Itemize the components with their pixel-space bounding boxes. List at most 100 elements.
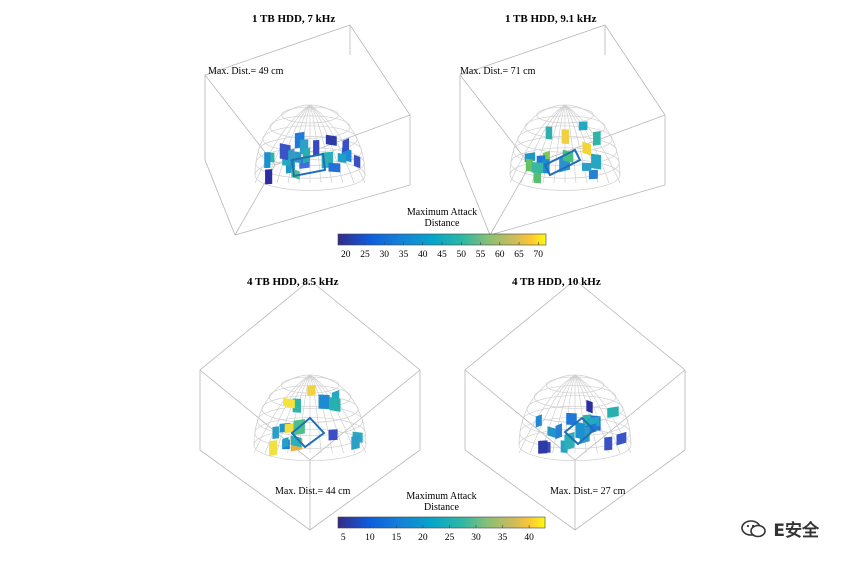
surface-patch — [294, 151, 302, 164]
wechat-icon — [741, 519, 767, 537]
colorbar-tick-label: 5 — [341, 533, 346, 543]
max-distance-annotation: Max. Dist.= 27 cm — [550, 486, 626, 497]
surface-patch — [264, 152, 271, 168]
device-outline — [543, 148, 582, 177]
longitude-line — [574, 374, 621, 454]
bounding-box-edge — [459, 74, 666, 166]
surface-patch — [290, 435, 302, 448]
surface-patch — [337, 152, 347, 164]
longitude-line — [552, 374, 576, 454]
max-distance-annotation: Max. Dist.= 49 cm — [208, 66, 284, 77]
surface-patch — [578, 121, 588, 131]
surface-patch — [581, 162, 592, 172]
surface-patch — [545, 126, 553, 140]
plot-title: 4 TB HDD, 10 kHz — [512, 276, 601, 288]
colorbar-tick-label: 55 — [476, 250, 486, 260]
colorbar-tick-label: 20 — [418, 533, 428, 543]
colorbar-tick-label: 35 — [399, 250, 409, 260]
longitude-line — [520, 104, 566, 184]
plot-title: 1 TB HDD, 7 kHz — [252, 13, 335, 25]
longitude-line — [254, 104, 311, 184]
colorbar-tick-label: 40 — [418, 250, 428, 260]
surface-patch — [329, 397, 341, 412]
surface-patch — [288, 148, 295, 161]
colorbar-tick-label: 65 — [514, 250, 524, 260]
watermark: E安全 — [741, 516, 819, 541]
device-outline — [563, 416, 596, 446]
device-outline — [290, 416, 326, 449]
max-distance-annotation: Max. Dist.= 71 cm — [460, 66, 536, 77]
surface-patch — [351, 434, 360, 451]
colorbar-tick-label: 40 — [524, 533, 534, 543]
surface-patch — [588, 169, 598, 180]
longitude-line — [509, 104, 566, 184]
surface-patch — [265, 169, 273, 185]
surface-patch — [283, 397, 295, 409]
plot-panel: 1 TB HDD, 9.1 kHz Max. Dist.= 71 cm — [459, 13, 666, 236]
plot-title: 1 TB HDD, 9.1 kHz — [505, 13, 597, 25]
colorbar-tick-label: 45 — [437, 250, 447, 260]
colorbar-tick-label: 20 — [341, 250, 351, 260]
longitude-line — [276, 104, 311, 184]
colorbar-tick-label: 60 — [495, 250, 505, 260]
surface-patch — [586, 399, 593, 414]
longitude-line — [298, 104, 311, 184]
colorbar-title: Distance — [424, 502, 460, 513]
colorbar-tick-label: 15 — [392, 533, 402, 543]
colorbar-title: Maximum Attack — [406, 491, 476, 502]
surface-patch — [582, 141, 592, 156]
colorbar-tick-label: 35 — [498, 533, 508, 543]
surface-patch — [566, 412, 577, 426]
surface-patch — [533, 169, 541, 184]
device-outline — [290, 152, 327, 178]
colorbar-tick-label: 25 — [445, 533, 455, 543]
colorbar-tick-label: 25 — [360, 250, 370, 260]
colorbar-gradient — [337, 516, 546, 529]
colorbar-tick-label: 30 — [471, 533, 481, 543]
surface-patch — [279, 143, 291, 161]
colorbar-tick-label: 50 — [457, 250, 467, 260]
longitude-line — [309, 104, 366, 184]
bounding-box — [204, 24, 411, 236]
longitude-line — [574, 374, 598, 454]
colorbar-title: Maximum Attack — [407, 207, 477, 218]
surface-patch — [272, 426, 279, 440]
surface-patch — [531, 162, 544, 174]
surface-patch — [593, 131, 601, 146]
longitude-line — [309, 104, 322, 184]
colorbar-tick-label: 10 — [365, 533, 375, 543]
surface-patch — [318, 394, 330, 410]
surface-patch — [328, 162, 341, 173]
surface-patch — [575, 421, 585, 440]
max-distance-annotation: Max. Dist.= 44 cm — [275, 486, 351, 497]
surface-patch — [325, 134, 337, 146]
surface-patch — [616, 431, 627, 446]
watermark-text: E安全 — [773, 521, 819, 541]
longitude-line — [529, 374, 576, 454]
colorbar-tick-label: 30 — [379, 250, 389, 260]
surface-patch — [342, 137, 350, 153]
longitude-line — [518, 374, 576, 454]
colorbar-title: Distance — [425, 218, 461, 229]
surface-patch — [282, 437, 289, 449]
surface-patch — [269, 439, 278, 456]
surface-patch — [607, 406, 619, 418]
surface-patch — [564, 431, 575, 451]
surface-patch — [313, 139, 320, 156]
longitude-line — [309, 104, 355, 184]
plot-title: 4 TB HDD, 8.5 kHz — [247, 276, 339, 288]
surface-patch — [535, 414, 542, 428]
longitude-line — [564, 104, 577, 184]
plot-panel: 4 TB HDD, 10 kHz Max. Dist.= 27 cm — [464, 276, 686, 531]
surface-patch — [547, 426, 557, 439]
longitude-line — [253, 374, 311, 454]
colorbar-tick-label: 70 — [534, 250, 544, 260]
surface-patch — [525, 158, 534, 172]
surface-patch — [302, 147, 311, 164]
longitude-line — [309, 374, 322, 454]
plot-panel: 4 TB HDD, 8.5 kHz Max. Dist.= 44 cm — [199, 276, 421, 531]
surface-patch — [353, 154, 361, 169]
